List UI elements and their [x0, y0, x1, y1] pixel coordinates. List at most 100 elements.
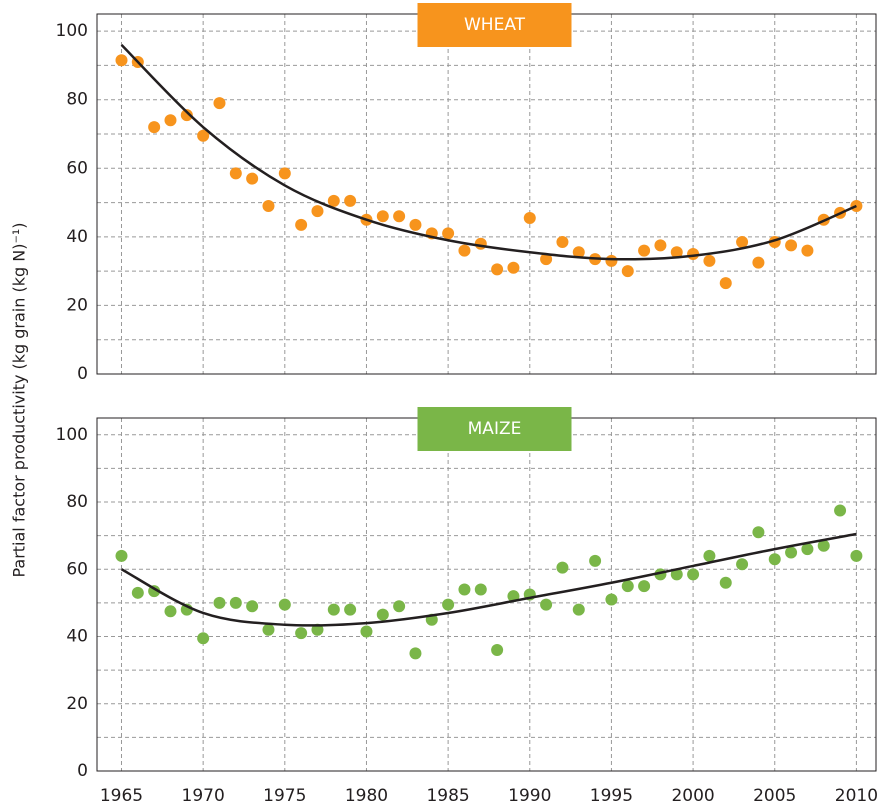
data-point [621, 580, 634, 593]
data-point [801, 244, 814, 257]
data-point [458, 244, 471, 257]
y-tick-label: 0 [77, 761, 88, 781]
plot-frame [96, 13, 877, 375]
title-box [417, 407, 572, 451]
data-point [327, 603, 340, 616]
data-point [556, 561, 569, 574]
data-point [148, 121, 161, 134]
plot-frame [96, 417, 877, 772]
data-point [507, 261, 520, 274]
data-point [605, 593, 618, 606]
data-point [654, 239, 667, 252]
data-point [197, 632, 210, 645]
data-point [131, 586, 144, 599]
data-point [311, 205, 324, 218]
data-point [278, 598, 291, 611]
data-point [164, 605, 177, 618]
data-point [213, 97, 226, 110]
x-tick-label: 1995 [590, 786, 633, 806]
x-tick-label: 1985 [426, 786, 469, 806]
y-tick-label: 100 [56, 21, 88, 41]
x-tick-label: 2000 [671, 786, 714, 806]
data-point [687, 568, 700, 581]
data-point [360, 625, 373, 638]
data-point [670, 246, 683, 259]
data-point [278, 167, 291, 180]
data-point [556, 236, 569, 248]
data-point [442, 598, 455, 611]
data-point [703, 549, 716, 562]
y-tick-label: 0 [77, 364, 88, 384]
y-tick-label: 40 [66, 227, 88, 247]
data-point [409, 218, 422, 231]
data-point [327, 194, 340, 207]
data-point [850, 549, 863, 562]
data-point [638, 244, 651, 257]
data-point [817, 539, 830, 552]
trend-line [120, 532, 857, 627]
data-point [589, 554, 602, 567]
trend-line [120, 43, 857, 261]
data-point [164, 114, 177, 127]
data-point [850, 200, 863, 212]
data-point [572, 603, 585, 616]
data-point [491, 643, 504, 656]
data-point [295, 627, 308, 640]
data-point [393, 600, 406, 613]
data-point [768, 553, 781, 566]
y-tick-label: 80 [66, 492, 88, 512]
data-point [344, 194, 357, 207]
chart-title: MAIZE [468, 419, 522, 439]
x-tick-label: 1975 [263, 786, 306, 806]
data-point [785, 239, 798, 252]
data-point [409, 647, 422, 660]
data-point [180, 109, 193, 122]
data-point [572, 246, 585, 259]
x-tick-label: 1980 [345, 786, 388, 806]
data-point [458, 583, 471, 596]
x-tick-label: 2010 [835, 786, 878, 806]
data-point [703, 254, 716, 267]
data-point [246, 172, 259, 185]
y-tick-label: 100 [56, 425, 88, 445]
data-point [801, 543, 814, 556]
y-tick-label: 40 [66, 627, 88, 647]
data-point [474, 583, 487, 596]
y-tick-label: 20 [66, 694, 88, 714]
y-tick-label: 60 [66, 158, 88, 178]
x-tick-label: 1990 [508, 786, 551, 806]
data-point [262, 200, 275, 212]
data-point [295, 218, 308, 231]
x-tick-label: 1965 [100, 786, 143, 806]
data-point [736, 558, 749, 571]
data-point [197, 129, 210, 142]
data-point [834, 504, 847, 517]
data-point [115, 549, 128, 562]
data-point [638, 580, 651, 593]
data-point [785, 546, 798, 559]
data-point [491, 263, 504, 276]
x-tick-label: 1970 [182, 786, 225, 806]
data-point [344, 603, 357, 616]
chart-title: WHEAT [464, 15, 526, 35]
data-point [376, 210, 389, 223]
data-point [311, 623, 324, 636]
data-point [523, 212, 536, 224]
data-point [393, 210, 406, 223]
y-tick-label: 20 [66, 295, 88, 315]
data-point [229, 167, 242, 180]
data-point [262, 623, 275, 636]
title-box [417, 3, 572, 47]
data-point [670, 568, 683, 581]
data-point [605, 254, 618, 267]
y-tick-label: 60 [66, 559, 88, 579]
data-point [213, 596, 226, 609]
y-axis-label: Partial factor productivity (kg grain (k… [10, 222, 29, 577]
data-point [442, 227, 455, 240]
data-point [540, 598, 553, 611]
data-point [752, 526, 765, 539]
x-tick-label: 2005 [753, 786, 796, 806]
data-point [621, 265, 634, 278]
data-point [719, 576, 732, 589]
